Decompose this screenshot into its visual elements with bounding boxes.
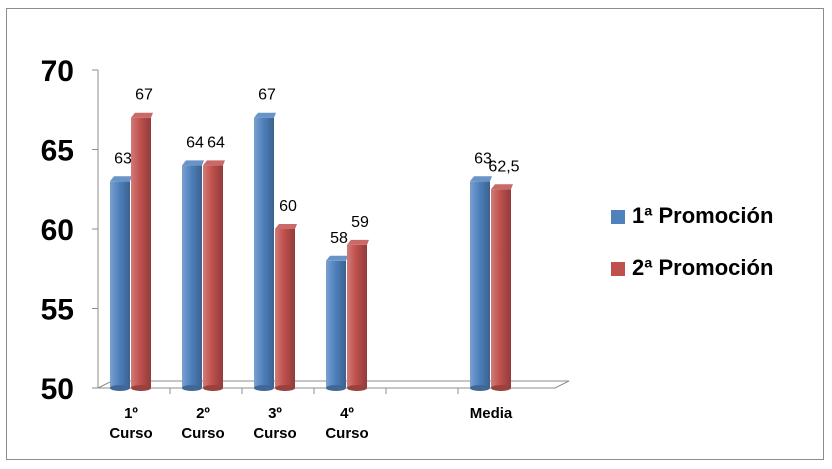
data-label: 62,5 [488,158,519,175]
bar [254,112,276,391]
legend-swatch [611,262,625,276]
x-tick-label: 1º Curso [109,405,152,442]
legend-label: 1ª Promoción [632,203,773,228]
data-label: 64 [186,134,204,151]
x-tick-label: 3º Curso [253,405,296,442]
x-tick-label: 4º Curso [325,405,368,442]
bar [203,160,225,391]
data-label: 63 [114,150,132,167]
y-tick-label: 65 [41,135,74,168]
data-label: 63 [474,150,492,167]
y-tick-label: 70 [41,55,74,88]
bar [275,224,297,391]
data-label: 60 [279,198,297,215]
bar [491,184,513,391]
x-tick-label: Media [470,405,513,422]
bar [131,112,153,391]
bar [110,176,132,391]
bar [347,239,369,391]
data-label: 58 [330,230,348,247]
y-tick-label: 50 [41,373,74,406]
y-tick-label: 55 [41,294,74,327]
bar [326,255,348,391]
data-label: 64 [207,134,225,151]
x-tick-label: 2º Curso [181,405,224,442]
legend-label: 2ª Promoción [632,255,773,280]
data-label: 67 [258,87,276,104]
data-label: 59 [351,214,369,231]
data-label: 67 [135,87,153,104]
y-tick-label: 60 [41,214,74,247]
legend-swatch [611,210,625,224]
bar [470,176,492,391]
bar [182,160,204,391]
